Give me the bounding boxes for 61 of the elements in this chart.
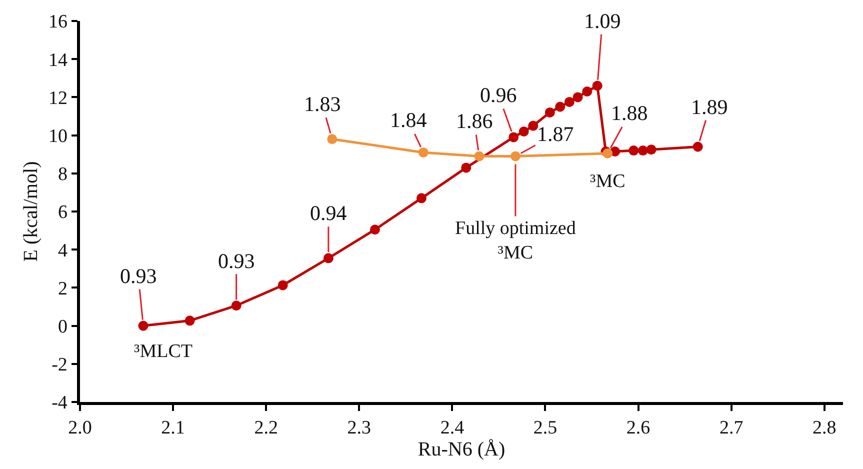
y-tick-label: -2	[52, 354, 68, 376]
y-tick-label: -4	[52, 392, 68, 414]
point	[278, 280, 288, 290]
x-tick-label: 2.3	[347, 418, 372, 439]
point	[646, 144, 656, 155]
y-axis-title: E (kcal/mol)	[20, 161, 42, 262]
x-axis-title: Ru-N6 (Å)	[418, 438, 506, 461]
annotation: 1.86	[456, 109, 493, 133]
annotation: ³MC	[590, 171, 626, 192]
point	[184, 316, 195, 326]
y-tick-label: 8	[58, 164, 68, 186]
point	[416, 193, 426, 204]
y-tick-label: 2	[58, 278, 68, 300]
y-tick-label: 14	[48, 50, 68, 71]
x-tick-label: 2.5	[533, 418, 558, 439]
point	[461, 162, 472, 173]
x-tick-label: 2.6	[626, 418, 650, 439]
annotation: 0.93	[218, 249, 255, 273]
annotation: ³MLCT	[134, 341, 193, 362]
point	[582, 86, 592, 96]
point	[510, 151, 520, 162]
x-tick-label: 2.8	[812, 418, 836, 439]
point	[138, 320, 148, 331]
annotation: Fully optimized ³MC	[455, 218, 576, 264]
point	[692, 142, 703, 152]
point	[508, 132, 519, 142]
x-tick-label: 2.0	[68, 418, 92, 439]
point	[474, 151, 484, 162]
x-tick-label: 2.4	[440, 418, 465, 439]
point	[327, 134, 338, 144]
point	[638, 146, 648, 156]
y-tick-label: 0	[58, 316, 68, 338]
point	[528, 120, 538, 131]
annotation: 0.94	[310, 201, 348, 225]
x-tick-label: 2.1	[161, 418, 185, 439]
annotation: 1.87	[537, 122, 574, 146]
point	[572, 92, 583, 102]
annotation: 1.88	[611, 101, 648, 125]
annotation: 1.89	[691, 95, 728, 119]
point	[231, 300, 242, 311]
annotation: 1.83	[304, 92, 341, 116]
annotation: 1.84	[390, 108, 428, 132]
x-tick-label: 2.7	[719, 418, 744, 439]
y-tick-label: 12	[48, 88, 68, 109]
point	[418, 147, 428, 158]
annotation: 0.93	[120, 264, 157, 288]
x-tick-label: 2.2	[254, 418, 278, 439]
y-tick-label: 6	[58, 202, 68, 224]
y-tick-label: 4	[58, 240, 68, 262]
point	[323, 253, 334, 264]
point	[555, 102, 566, 112]
point	[564, 96, 574, 107]
point	[628, 146, 639, 156]
point	[592, 80, 602, 91]
y-tick-label: 10	[48, 126, 68, 147]
point	[518, 126, 529, 136]
point	[370, 224, 380, 235]
y-tick-label: 16	[48, 12, 68, 33]
annotation: 0.96	[480, 83, 517, 107]
annotation: 1.09	[584, 9, 621, 33]
point	[544, 107, 555, 118]
